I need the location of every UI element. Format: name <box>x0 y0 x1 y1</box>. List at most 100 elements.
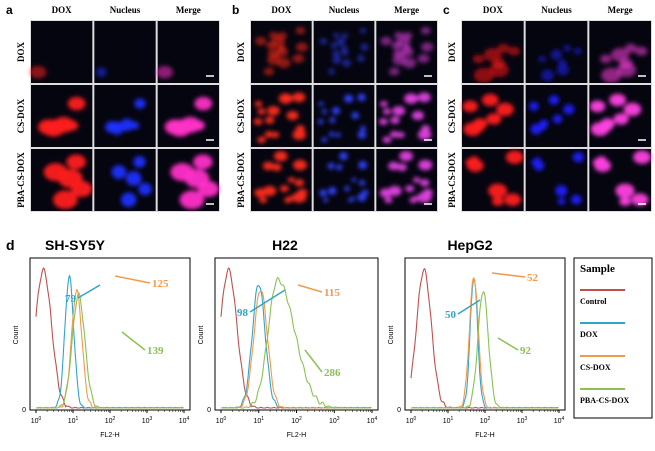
tick-exp: 4 <box>187 416 190 422</box>
cell <box>382 108 392 115</box>
cell <box>486 113 502 125</box>
cell <box>340 48 349 56</box>
cell <box>64 120 79 131</box>
cell <box>574 47 582 55</box>
cell <box>557 197 566 205</box>
cell <box>341 32 348 39</box>
tick-base: 10 <box>554 418 562 425</box>
mfi-label: 92 <box>520 345 532 357</box>
cell <box>571 194 582 205</box>
tick-base: 10 <box>517 418 525 425</box>
tick-base: 10 <box>406 418 414 425</box>
cell <box>344 185 350 192</box>
histogram-curve <box>221 284 372 409</box>
legend-label: CS-DOX <box>580 363 611 372</box>
cell <box>417 92 431 103</box>
legend-title: Sample <box>580 263 615 275</box>
cells <box>29 65 47 79</box>
cell <box>262 185 277 197</box>
cell <box>399 150 414 162</box>
mfi-label: 115 <box>324 287 340 299</box>
cell <box>360 43 369 51</box>
cell <box>472 54 485 64</box>
cell <box>396 131 405 138</box>
cells <box>38 96 86 137</box>
cell <box>351 111 360 120</box>
row-label: PBA-CS-DOX <box>447 152 457 208</box>
histogram-curve <box>410 291 559 409</box>
cell <box>267 54 281 66</box>
cell <box>420 26 431 35</box>
tick-exp: 0 <box>224 416 227 422</box>
cell <box>504 193 522 207</box>
mfi-arrow <box>297 284 323 293</box>
tick-exp: 3 <box>150 416 153 422</box>
cell <box>392 54 407 66</box>
cell <box>382 136 392 144</box>
cell <box>327 162 335 170</box>
cell <box>276 32 288 40</box>
cell <box>483 48 502 62</box>
cells <box>538 44 582 82</box>
x-axis-label: FL2-H <box>287 432 306 439</box>
cell <box>462 100 479 113</box>
tick-base: 10 <box>443 418 451 425</box>
cell <box>378 118 388 125</box>
mfi-arrow <box>497 337 519 351</box>
cell <box>633 150 651 164</box>
cell <box>635 46 648 56</box>
mfi-label: 125 <box>152 278 169 290</box>
tick-exp: 4 <box>375 416 378 422</box>
cells <box>379 150 433 204</box>
cell <box>264 116 275 124</box>
cell <box>254 101 263 107</box>
x-tick-label: 101 <box>253 416 264 425</box>
cell <box>339 152 348 161</box>
tick-exp: 4 <box>562 416 565 422</box>
cell <box>473 67 494 83</box>
plot-frame <box>214 257 379 411</box>
cell <box>548 95 560 105</box>
row-label: CS-DOX <box>236 98 246 133</box>
x-tick-label: 102 <box>105 416 116 425</box>
cells <box>170 154 220 210</box>
cell <box>273 150 288 162</box>
column-label: Merge <box>176 5 201 15</box>
cell <box>392 105 406 116</box>
cell <box>130 121 140 130</box>
cell <box>530 123 542 135</box>
mfi-label: 52 <box>527 272 539 284</box>
x-tick-label: 104 <box>179 416 190 425</box>
cell <box>388 67 400 76</box>
cell <box>550 49 562 60</box>
cell <box>120 192 137 207</box>
cell <box>616 62 637 78</box>
cell <box>330 42 338 49</box>
x-tick-label: 104 <box>367 416 378 425</box>
cell <box>287 177 296 183</box>
cells <box>111 156 152 207</box>
cell <box>336 38 346 47</box>
cells <box>465 150 524 207</box>
micrograph <box>30 84 94 148</box>
cell <box>384 197 393 204</box>
cell <box>257 108 266 115</box>
tick-exp: 0 <box>39 416 42 422</box>
cells <box>254 150 308 204</box>
x-tick-label: 101 <box>443 416 454 425</box>
tick-base: 10 <box>480 418 488 425</box>
cell <box>271 163 282 172</box>
cell <box>295 42 308 52</box>
cell <box>563 44 572 52</box>
cell <box>317 119 324 125</box>
tick-base: 10 <box>105 418 113 425</box>
y-axis-label: Count <box>198 326 205 345</box>
cell <box>52 190 78 210</box>
cell <box>133 156 146 168</box>
x-tick-label: 103 <box>142 416 153 425</box>
cell <box>623 102 642 117</box>
cell <box>350 196 356 202</box>
cell <box>156 65 174 79</box>
cell <box>279 185 289 193</box>
